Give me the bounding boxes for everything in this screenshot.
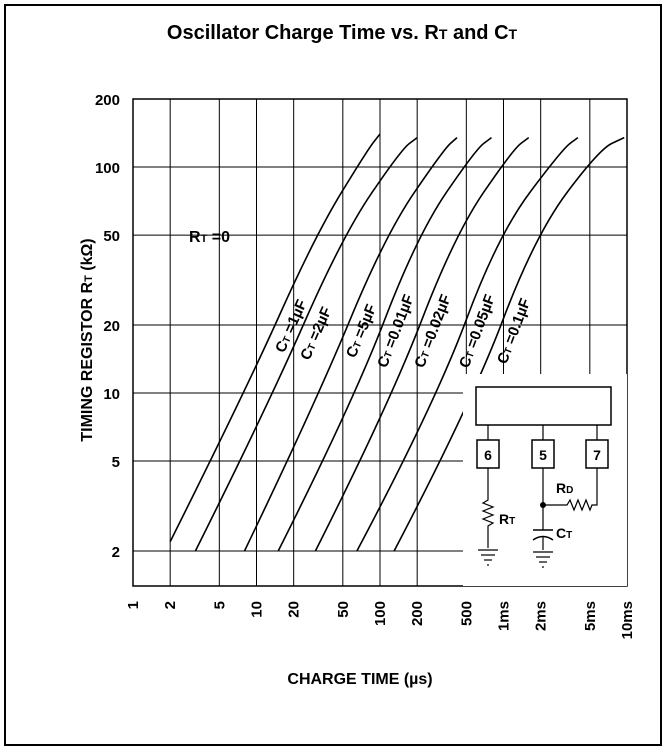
rt-label: RT [499,511,515,527]
y-tick-label: 5 [112,454,120,471]
x-tick-label: 500 [458,601,475,626]
series-label-sub: T [306,342,319,352]
x-tick-label: 100 [372,601,389,626]
ct-label: CT [556,525,572,541]
y-tick-label: 50 [103,228,120,245]
x-tick-label: 20 [286,601,303,618]
series-label-sub: T [503,346,515,356]
x-axis-label: CHARGE TIME (µs) [287,671,432,688]
rt-label-sub: T [509,516,515,527]
rt-label-lead: R [499,511,509,527]
ct-label-sub: T [566,530,572,541]
series-label-sub: T [465,350,477,360]
x-tick-labels: 1 2 5 10 20 50 100 200 500 1ms 2ms 5ms 10ms [125,601,636,639]
title-lead: Oscillator Charge Time vs. R [167,22,440,44]
series-label-sub: T [383,350,395,360]
y-tick-label: 100 [95,160,120,177]
rd-label-lead: R [556,480,566,496]
x-tick-label: 5ms [582,601,599,631]
x-tick-label: 5 [211,601,228,609]
rt-zero-tail: =0 [207,229,230,246]
y-axis-label: TIMING REGISTOR RT (kΩ) [79,238,96,441]
y-tick-label: 20 [103,318,120,335]
y-tick-labels: 2 5 10 20 50 100 200 [95,92,120,561]
y-axis-label-lead: TIMING REGISTOR R [79,281,96,441]
rd-label: RD [556,480,573,496]
ct-cap-plate-bottom [532,535,554,541]
x-tick-label: 2ms [533,601,550,631]
series-label-sub: T [352,340,365,350]
rt-resistor-symbol [481,468,495,548]
title-mid: and C [447,22,508,44]
series-line-2 [243,137,458,552]
x-tick-label: 200 [409,601,426,626]
pin5-label: 5 [539,447,547,463]
rd-resistor-symbol [543,468,598,512]
series-line-4 [314,136,530,552]
y-tick-label: 2 [112,544,120,561]
ground-icon [478,549,498,566]
rt-zero-lead: R [189,229,201,246]
chart-title: Oscillator Charge Time vs. RT and CT [167,22,518,44]
series-label-sub: T [420,350,432,360]
y-tick-label: 10 [103,386,120,403]
ct-label-lead: C [556,525,566,541]
x-tick-label: 10ms [619,601,636,639]
rt-zero-annotation: RT =0 [189,229,230,246]
y-axis-label-sub: T [83,275,95,282]
circuit-inset: 6 5 7 RT CT RD [463,374,627,586]
x-tick-label: 1 [125,601,142,609]
series-label-sub: T [281,335,294,345]
y-axis-label-unit: (kΩ) [79,238,96,275]
pin6-label: 6 [484,447,492,463]
series-line-1 [194,136,418,552]
y-tick-label: 200 [95,92,120,109]
pin7-label: 7 [593,447,601,463]
x-tick-label: 50 [335,601,352,618]
ic-body [475,386,612,426]
x-tick-label: 2 [162,601,179,609]
chart-frame [4,4,662,746]
series-line-6 [393,136,625,552]
rd-label-sub: D [566,485,573,496]
rt-zero-sub: T [201,233,208,245]
series-line-3 [277,136,492,552]
x-tick-label: 10 [249,601,266,618]
series-line-5 [356,136,579,552]
ground-icon [533,551,553,568]
title-c-sub: T [509,26,518,42]
series-line-0 [169,133,381,542]
title-r-sub: T [439,26,448,42]
series-group [169,133,625,552]
x-tick-label: 1ms [496,601,513,631]
